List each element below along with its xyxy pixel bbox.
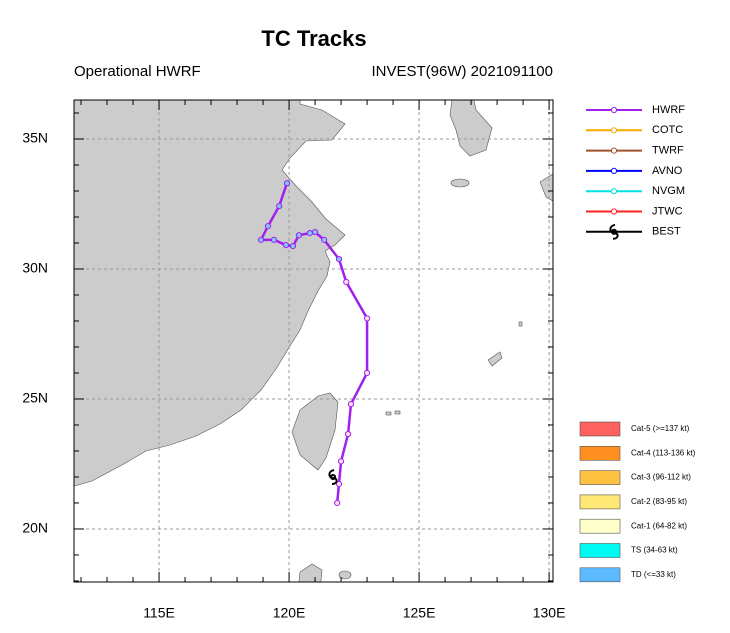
x-tick-label: 120E xyxy=(273,605,306,621)
island xyxy=(385,411,392,416)
legend-label: BEST xyxy=(652,226,681,238)
luzon xyxy=(298,563,323,582)
korea xyxy=(449,100,493,157)
ryukyu xyxy=(487,351,503,367)
x-tick-label: 115E xyxy=(143,605,175,621)
track-point xyxy=(270,236,278,243)
track-point xyxy=(283,180,291,187)
legend-label: JTWC xyxy=(652,205,683,217)
island xyxy=(338,570,352,580)
jeju xyxy=(450,178,470,188)
track-point xyxy=(363,315,371,322)
y-tick-label: 30N xyxy=(22,260,48,276)
track-point xyxy=(343,278,350,286)
kyushu xyxy=(539,173,553,202)
land xyxy=(74,100,553,582)
y-tick-label: 25N xyxy=(22,390,48,406)
track-point xyxy=(306,230,313,237)
legend-label: TWRF xyxy=(652,145,684,157)
intensity-swatch xyxy=(579,445,621,461)
track-point xyxy=(257,236,265,243)
track-point xyxy=(335,480,343,488)
intensity-label: TS (34-63 kt) xyxy=(631,546,678,555)
island xyxy=(518,321,523,327)
legend-marker xyxy=(610,147,618,154)
best-track-point xyxy=(328,468,338,485)
track-point xyxy=(311,228,319,236)
plot-frame xyxy=(73,99,554,583)
track-point xyxy=(337,458,345,465)
track-point xyxy=(295,232,303,239)
legend-label: NVGM xyxy=(652,185,685,197)
intensity-swatch xyxy=(579,421,621,437)
track-point xyxy=(276,202,283,210)
legend-marker xyxy=(610,167,618,174)
intensity-label: TD (<=33 kt) xyxy=(631,570,676,579)
track-point xyxy=(289,243,297,250)
intensity-label: Cat-1 (64-82 kt) xyxy=(631,521,687,530)
track-point xyxy=(282,241,290,249)
track-point xyxy=(344,430,352,438)
intensity-swatch xyxy=(579,518,621,534)
intensity-swatch xyxy=(579,543,621,558)
intensity-label: Cat-2 (83-95 kt) xyxy=(631,497,687,506)
intensity-swatch xyxy=(579,470,621,485)
y-tick-label: 20N xyxy=(22,520,48,536)
track-point xyxy=(335,256,343,263)
intensity-swatch xyxy=(579,494,621,510)
intensity-label: Cat-3 (96-112 kt) xyxy=(631,473,691,482)
legend-marker xyxy=(610,127,618,134)
track-point xyxy=(321,236,328,243)
legend-label: COTC xyxy=(652,124,683,136)
intensity-label: Cat-5 (>=137 kt) xyxy=(631,424,690,433)
track-point xyxy=(334,499,341,507)
subtitle-right: INVEST(96W) 2021091100 xyxy=(372,63,554,80)
x-tick-label: 130E xyxy=(533,605,566,621)
legend-label: AVNO xyxy=(652,165,683,177)
intensity-label: Cat-4 (113-136 kt) xyxy=(631,448,696,457)
legend-symbol xyxy=(609,223,619,240)
y-tick-label: 35N xyxy=(22,130,48,146)
intensity-swatch xyxy=(579,567,621,583)
legend-marker xyxy=(610,208,618,215)
track-point xyxy=(363,369,371,377)
island xyxy=(394,410,401,415)
x-tick-label: 125E xyxy=(403,605,436,621)
legend-marker xyxy=(610,188,618,195)
subtitle-left: Operational HWRF xyxy=(74,63,201,80)
grid xyxy=(74,100,553,582)
legend-label: HWRF xyxy=(652,104,685,116)
track-point xyxy=(264,222,272,230)
track-point xyxy=(347,401,355,408)
legend-marker xyxy=(610,106,618,114)
chart-title: TC Tracks xyxy=(261,26,366,51)
taiwan xyxy=(291,392,339,471)
